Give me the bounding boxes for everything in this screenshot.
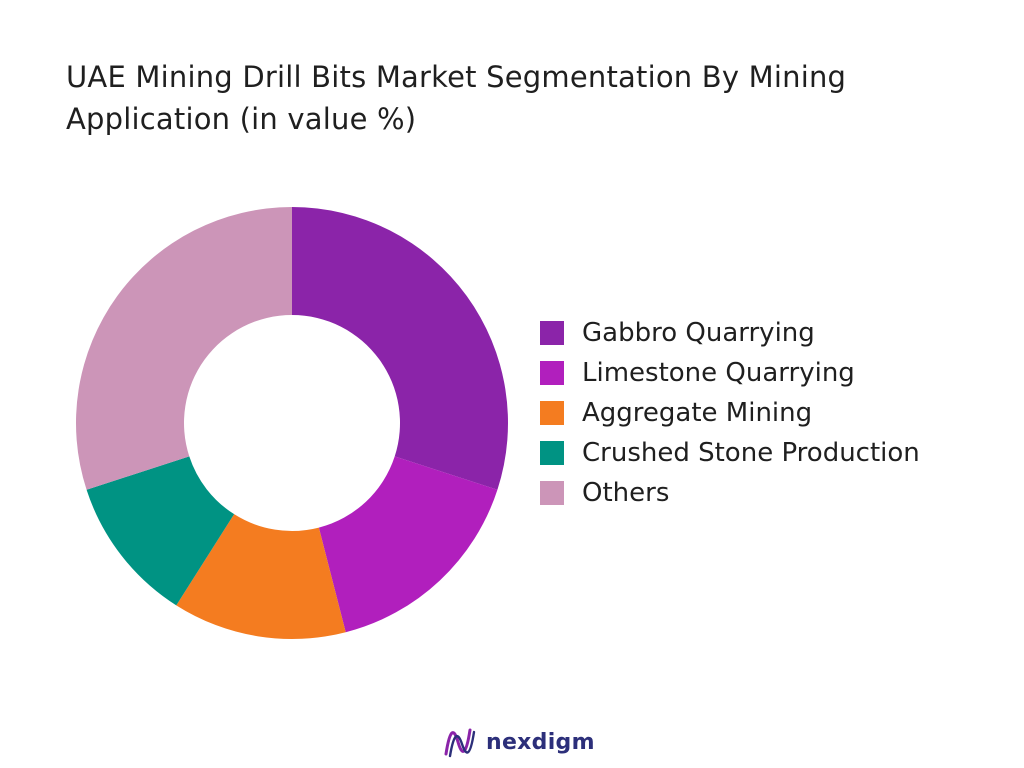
legend-item-limestone-quarrying: Limestone Quarrying [540, 353, 920, 393]
legend-label: Crushed Stone Production [582, 438, 920, 468]
donut-slice-aggregate-mining [176, 514, 346, 639]
legend: Gabbro Quarrying Limestone Quarrying Agg… [540, 313, 920, 513]
legend-swatch [540, 481, 564, 505]
donut-slice-gabbro-quarrying [292, 207, 509, 490]
legend-swatch [540, 401, 564, 425]
legend-item-crushed-stone-production: Crushed Stone Production [540, 433, 920, 473]
legend-swatch [540, 361, 564, 385]
donut-slice-crushed-stone-production [86, 456, 235, 606]
legend-item-others: Others [540, 473, 920, 513]
brand-logo: nexdigm [440, 722, 595, 762]
legend-swatch [540, 441, 564, 465]
donut-chart [75, 207, 509, 639]
chart-title: UAE Mining Drill Bits Market Segmentatio… [66, 60, 847, 136]
logo-text: nexdigm [486, 729, 595, 755]
legend-item-aggregate-mining: Aggregate Mining [540, 393, 920, 433]
nexdigm-wave-logo-icon [444, 728, 476, 758]
legend-item-gabbro-quarrying: Gabbro Quarrying [540, 313, 920, 353]
legend-label: Gabbro Quarrying [582, 318, 815, 348]
legend-label: Others [582, 478, 670, 508]
legend-label: Aggregate Mining [582, 398, 813, 428]
legend-label: Limestone Quarrying [582, 358, 855, 388]
legend-swatch [540, 321, 564, 345]
donut-slice-limestone-quarrying [318, 456, 498, 633]
donut-slice-others [75, 207, 292, 490]
